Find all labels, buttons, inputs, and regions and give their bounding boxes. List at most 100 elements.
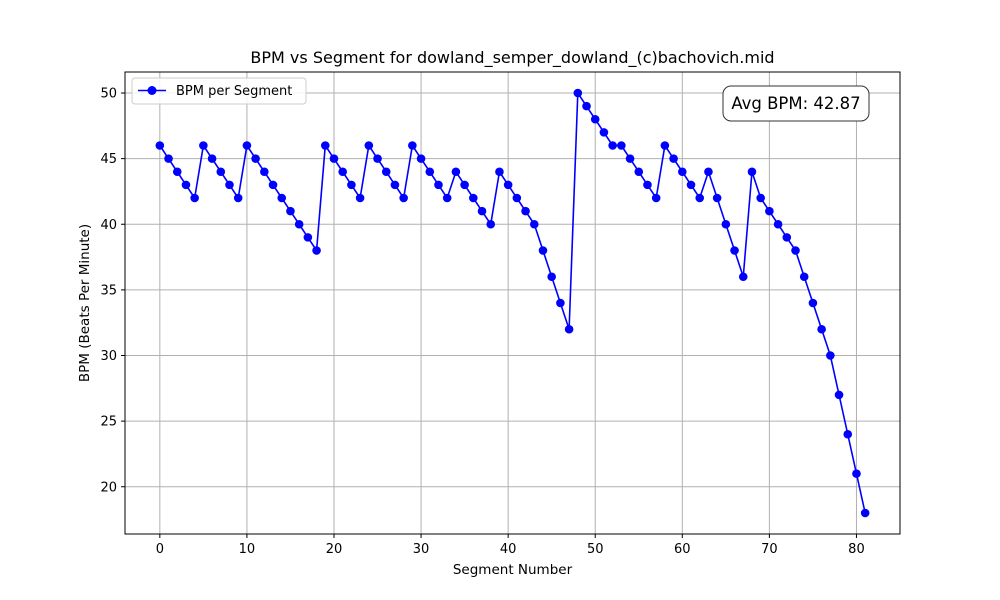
data-point [756,193,765,203]
data-point [355,193,365,203]
data-point [704,167,713,177]
data-point [172,167,182,177]
data-point [590,114,600,124]
data-point [381,167,391,177]
x-tick-label: 0 [156,542,164,557]
data-point [320,141,330,150]
y-axis-label: BPM (Beats Per Minute) [77,224,93,382]
data-point [277,193,287,203]
data-point [547,272,556,282]
data-point [643,180,652,190]
data-point [678,167,687,177]
data-point [852,469,861,478]
data-point [251,154,260,163]
data-point [608,141,617,150]
data-point [303,233,313,242]
data-point [312,246,321,255]
data-point [599,128,609,137]
data-point [164,154,173,163]
data-point [538,246,548,255]
data-point [634,167,644,177]
data-point [808,298,818,308]
data-point [791,246,800,255]
data-point [347,180,356,190]
avg-bpm-text: Avg BPM: 42.87 [731,94,860,113]
data-point [503,180,513,190]
data-point [521,206,530,216]
plot-area-frame [124,71,901,535]
x-tick-label: 80 [848,542,865,557]
data-point [686,180,696,190]
x-axis-label: Segment Number [453,562,573,578]
legend-marker-swatch [147,86,157,95]
data-point [712,193,722,203]
data-point [268,180,278,190]
data-point [408,141,417,150]
data-point [207,154,217,163]
chart-title: BPM vs Segment for dowland_semper_dowlan… [250,48,774,68]
data-point [286,206,295,216]
data-point [442,193,452,203]
data-point [495,167,504,177]
data-point [199,141,208,150]
data-point [425,167,435,177]
y-tick-label: 40 [100,218,117,233]
data-point [399,193,408,203]
data-point [651,193,661,203]
x-tick-label: 10 [239,542,256,557]
data-point [512,193,522,203]
legend-box [131,77,307,105]
data-point [225,180,234,190]
data-point [460,180,469,190]
data-point [477,206,487,216]
data-point [216,167,226,177]
data-point [660,141,670,150]
data-point [416,154,426,163]
y-tick-label: 45 [100,152,117,167]
data-point [782,233,792,242]
data-point [181,180,191,190]
data-point [260,167,269,177]
data-point [233,193,243,203]
y-tick-label: 30 [100,349,117,364]
x-tick-label: 70 [761,542,778,557]
y-tick-label: 35 [100,283,117,298]
data-point [390,180,400,190]
data-point [338,167,348,177]
axis-ticks: 0 10 20 30 40 50 60 70 80 20 25 30 35 40 45 50 [100,87,864,558]
y-tick-label: 20 [100,480,117,495]
x-tick-label: 50 [587,542,604,557]
avg-bpm-annotation: Avg BPM: 42.87 [722,85,870,122]
data-point [582,101,591,111]
data-point [529,219,539,229]
grid [125,72,900,534]
x-tick-label: 60 [674,542,691,557]
data-point [469,193,478,203]
annotation-box [722,85,870,122]
series-layer [155,88,870,518]
data-point [190,193,199,203]
data-point [564,324,574,334]
data-point [834,390,844,400]
data-point [625,154,635,163]
data-point [669,154,678,163]
data-point [486,219,496,229]
data-point [451,167,461,177]
data-point [773,219,783,229]
data-point [843,429,853,439]
data-point [747,167,757,177]
data-point [294,219,304,229]
data-point [617,141,626,150]
data-point [695,193,705,203]
data-point [556,298,565,308]
x-tick-label: 20 [326,542,343,557]
data-point [242,141,252,150]
data-point [364,141,374,150]
data-point [799,272,809,282]
data-point [826,351,835,360]
y-tick-label: 25 [100,415,117,430]
data-point [573,88,583,98]
data-point [730,246,739,255]
